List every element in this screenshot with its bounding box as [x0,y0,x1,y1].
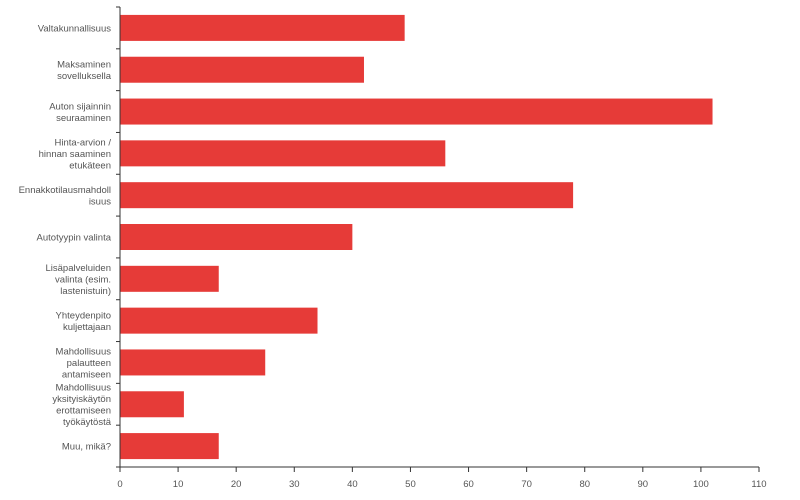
category-label-line: Maksaminen [57,59,111,70]
x-tick-label: 110 [751,479,766,490]
category-label-line: Hinta-arvion / [55,137,112,148]
category-label-line: Auton sijainnin [49,101,111,112]
x-tick-label: 10 [173,479,184,490]
category-label-line: Mahdollisuus [56,383,112,394]
category-label-line: Lisäpalveluiden [46,263,112,274]
category-label-line: seuraaminen [56,113,111,124]
bar [120,56,364,83]
category-label: Valtakunnallisuus [38,23,111,34]
category-label-line: Muu, mikä? [62,442,111,453]
category-label-line: Yhteydenpito [56,310,111,321]
category-label-line: valinta (esim. [55,274,111,285]
bar [120,14,405,41]
category-label: Muu, mikä? [62,442,111,453]
category-label-line: antamiseen [62,369,111,380]
x-tick-label: 70 [521,479,532,490]
bar [120,98,713,125]
category-label-line: hinnan saaminen [39,149,111,160]
bar [120,349,266,376]
bar [120,391,184,418]
x-tick-label: 80 [579,479,590,490]
x-tick-label: 0 [117,479,122,490]
x-tick-label: 40 [347,479,358,490]
category-label: Auton sijainnin seuraaminen [49,101,111,124]
category-label-line: Mahdollisuus [56,346,112,357]
category-label: Maksaminen sovelluksella [57,59,112,82]
bar [120,224,353,250]
axes-layer [116,6,760,472]
category-label-line: isuus [89,196,111,207]
category-label: Mahdollisuus yksityiskäytön erottamiseen ty… [52,383,111,429]
category-label-line: Ennakkotilausmahdoll [19,185,111,196]
category-label-line: Valtakunnallisuus [38,23,111,34]
category-label-line: etukäteen [69,160,111,171]
category-label: Yhteydenpito kuljettajaan [56,310,111,333]
bar [120,307,318,334]
category-label: Hinta-arvion / hinnan saaminen etukäteen [39,137,112,171]
x-tick-label: 90 [638,479,649,490]
category-label-line: yksityiskäytön [52,394,111,405]
category-label: Ennakkotilausmahdoll isuus [19,185,112,208]
bar [120,433,219,460]
category-label: Lisäpalveluiden valinta (esim. lastenistui… [46,263,112,297]
bar [120,140,446,167]
x-tick-label: 50 [405,479,416,490]
labels-layer: 0 10 20 30 40 50 60 70 80 90 100 110 Valtakunnallisu… [19,23,767,490]
category-label-line: työkäytöstä [63,417,112,428]
category-label-line: lastenistuin) [60,286,111,297]
x-tick-label: 20 [231,479,242,490]
category-label: Mahdollisuus palautteen antamiseen [56,346,112,380]
category-label-line: Autotyypin valinta [37,233,112,244]
category-label-line: sovelluksella [57,71,112,82]
bar [120,265,219,292]
x-tick-label: 30 [289,479,300,490]
bar [120,182,574,209]
category-label-line: kuljettajaan [63,322,111,333]
x-tick-label: 100 [693,479,709,490]
x-tick-label: 60 [463,479,474,490]
category-label-line: erottamiseen [56,406,111,417]
bars-layer [120,14,713,460]
category-label: Autotyypin valinta [37,233,112,244]
category-label-line: palautteen [67,358,111,369]
